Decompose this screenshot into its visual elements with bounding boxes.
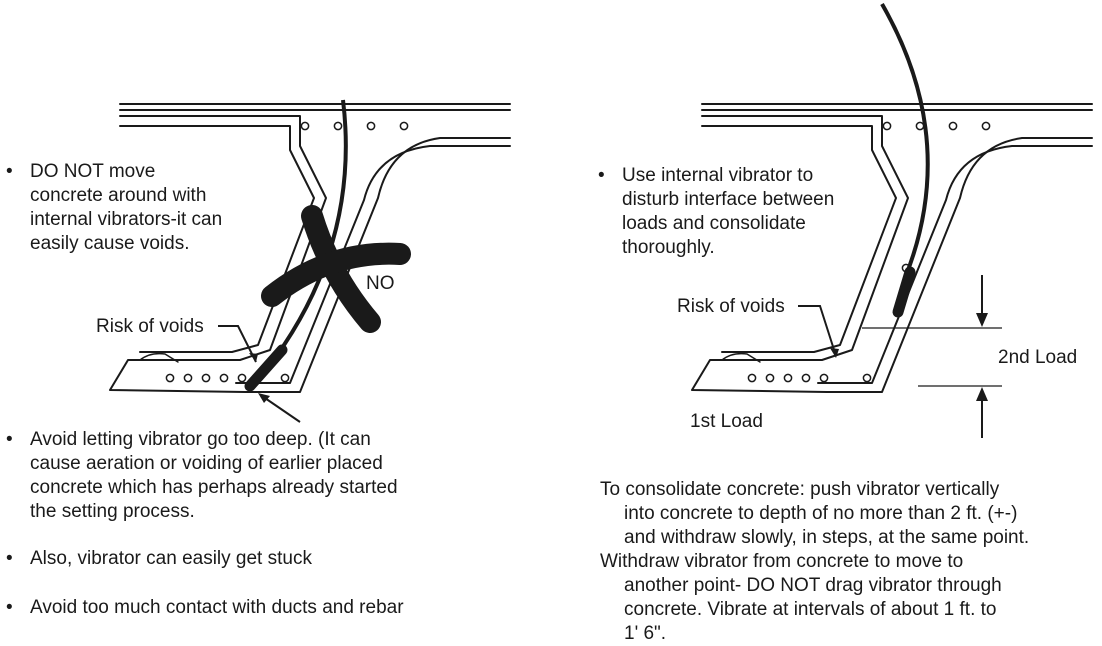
left-risk-leader [218,325,257,363]
first-load-label: 1st Load [690,411,763,432]
bullet-dot: • [6,429,13,450]
bullet-line: Avoid too much contact with ducts and re… [30,597,404,618]
bullet-line: loads and consolidate [622,213,806,234]
paragraph-line: Withdraw vibrator from concrete to move … [600,551,964,572]
no-cross-mark-2 [261,242,411,307]
bullet-line: easily cause voids. [30,233,190,254]
bullet-line: disturb interface between [622,189,835,210]
left-vibrator-head [244,344,288,392]
consolidate-paragraph: To consolidate concrete: push vibrator v… [600,478,1029,646]
left-depth-arrow [261,395,301,423]
bullet-line: the setting process. [30,501,195,522]
paragraph-line: another point- DO NOT drag vibrator thro… [624,575,1002,596]
bullet-line: cause aeration or voiding of earlier pla… [30,453,383,474]
right-risk-leader [798,305,837,357]
right-girder-section [691,103,1093,393]
no-label: NO [366,273,395,294]
paragraph-line: To consolidate concrete: push vibrator v… [600,479,1000,500]
paragraph-line: 1' 6". [624,623,667,644]
bullet-dot: • [598,165,605,186]
bullet-line: Use internal vibrator to [622,165,814,186]
bullet-line: Also, vibrator can easily get stuck [30,548,312,569]
bullet-line: concrete which has perhaps already start… [30,477,398,498]
right-risk-of-voids-label: Risk of voids [677,296,785,317]
right-vibrator-hose [880,3,930,279]
bullet-dot: • [6,597,13,618]
paragraph-line: concrete. Vibrate at intervals of about … [624,599,997,620]
bullet-line: thoroughly. [622,237,715,258]
left-vibrator-hose [273,99,348,360]
left-girder-section [109,103,511,393]
bullet-line: concrete around with [30,185,207,206]
bullet-line: internal vibrators-it can [30,209,223,230]
right-vibrator-head [892,266,916,318]
second-load-label: 2nd Load [998,347,1078,368]
paragraph-line: and withdraw slowly, in steps, at the sa… [624,527,1030,548]
bullet-line: DO NOT move [30,161,156,182]
bullet-dot: • [6,161,13,182]
bullet-line: Avoid letting vibrator go too deep. (It … [30,429,371,450]
left-risk-of-voids-label: Risk of voids [96,316,204,337]
paragraph-line: into concrete to depth of no more than 2… [624,503,1018,524]
bullet-dot: • [6,548,13,569]
